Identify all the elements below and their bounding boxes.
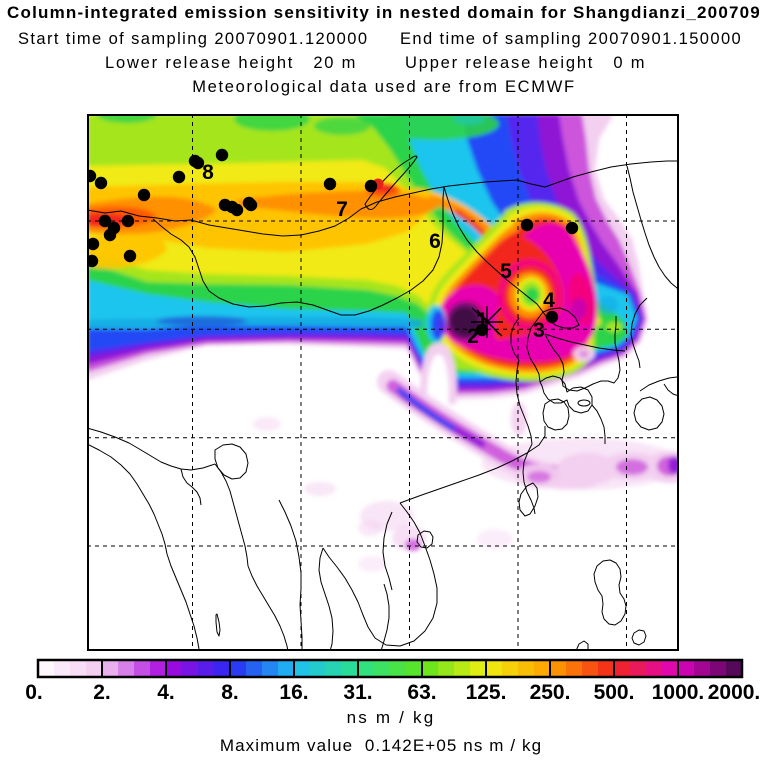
svg-text:8: 8	[202, 161, 214, 184]
svg-text:3: 3	[533, 319, 545, 342]
svg-text:1: 1	[476, 309, 488, 332]
svg-text:4: 4	[543, 289, 555, 312]
svg-text:2: 2	[467, 325, 479, 348]
svg-text:6: 6	[429, 230, 441, 253]
svg-text:7: 7	[336, 198, 348, 221]
svg-text:5: 5	[500, 260, 512, 283]
